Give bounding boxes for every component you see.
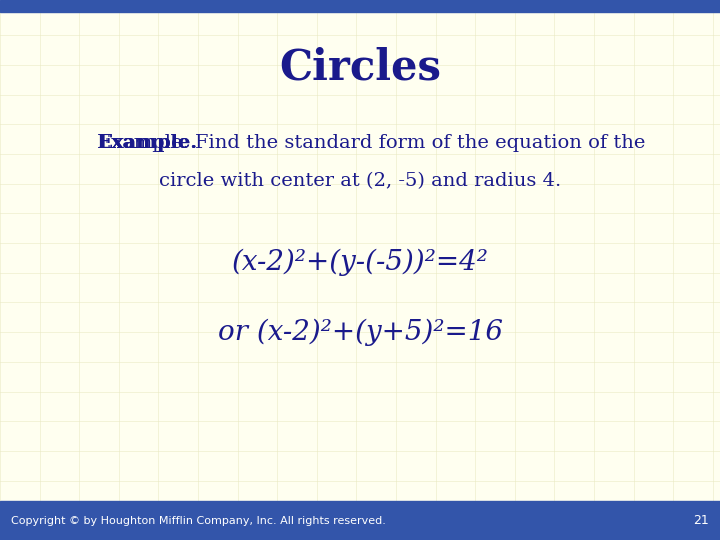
Text: (x-2)²+(y-(-5))²=4²: (x-2)²+(y-(-5))²=4² — [232, 248, 488, 275]
Text: Example. Find the standard form of the equation of the: Example. Find the standard form of the e… — [97, 134, 646, 152]
Text: Circles: Circles — [279, 46, 441, 89]
Text: circle with center at (2, -5) and radius 4.: circle with center at (2, -5) and radius… — [159, 172, 561, 190]
Text: Copyright © by Houghton Mifflin Company, Inc. All rights reserved.: Copyright © by Houghton Mifflin Company,… — [11, 516, 386, 525]
Text: Example.: Example. — [97, 134, 197, 152]
Text: Example. Find the standard form of the equation of the: Example. Find the standard form of the e… — [97, 134, 646, 152]
Bar — [0, 0, 720, 12]
Text: 21: 21 — [693, 514, 709, 527]
Text: Example.: Example. — [97, 134, 197, 152]
Text: or (x-2)²+(y+5)²=16: or (x-2)²+(y+5)²=16 — [217, 319, 503, 346]
Bar — [0, 501, 720, 540]
